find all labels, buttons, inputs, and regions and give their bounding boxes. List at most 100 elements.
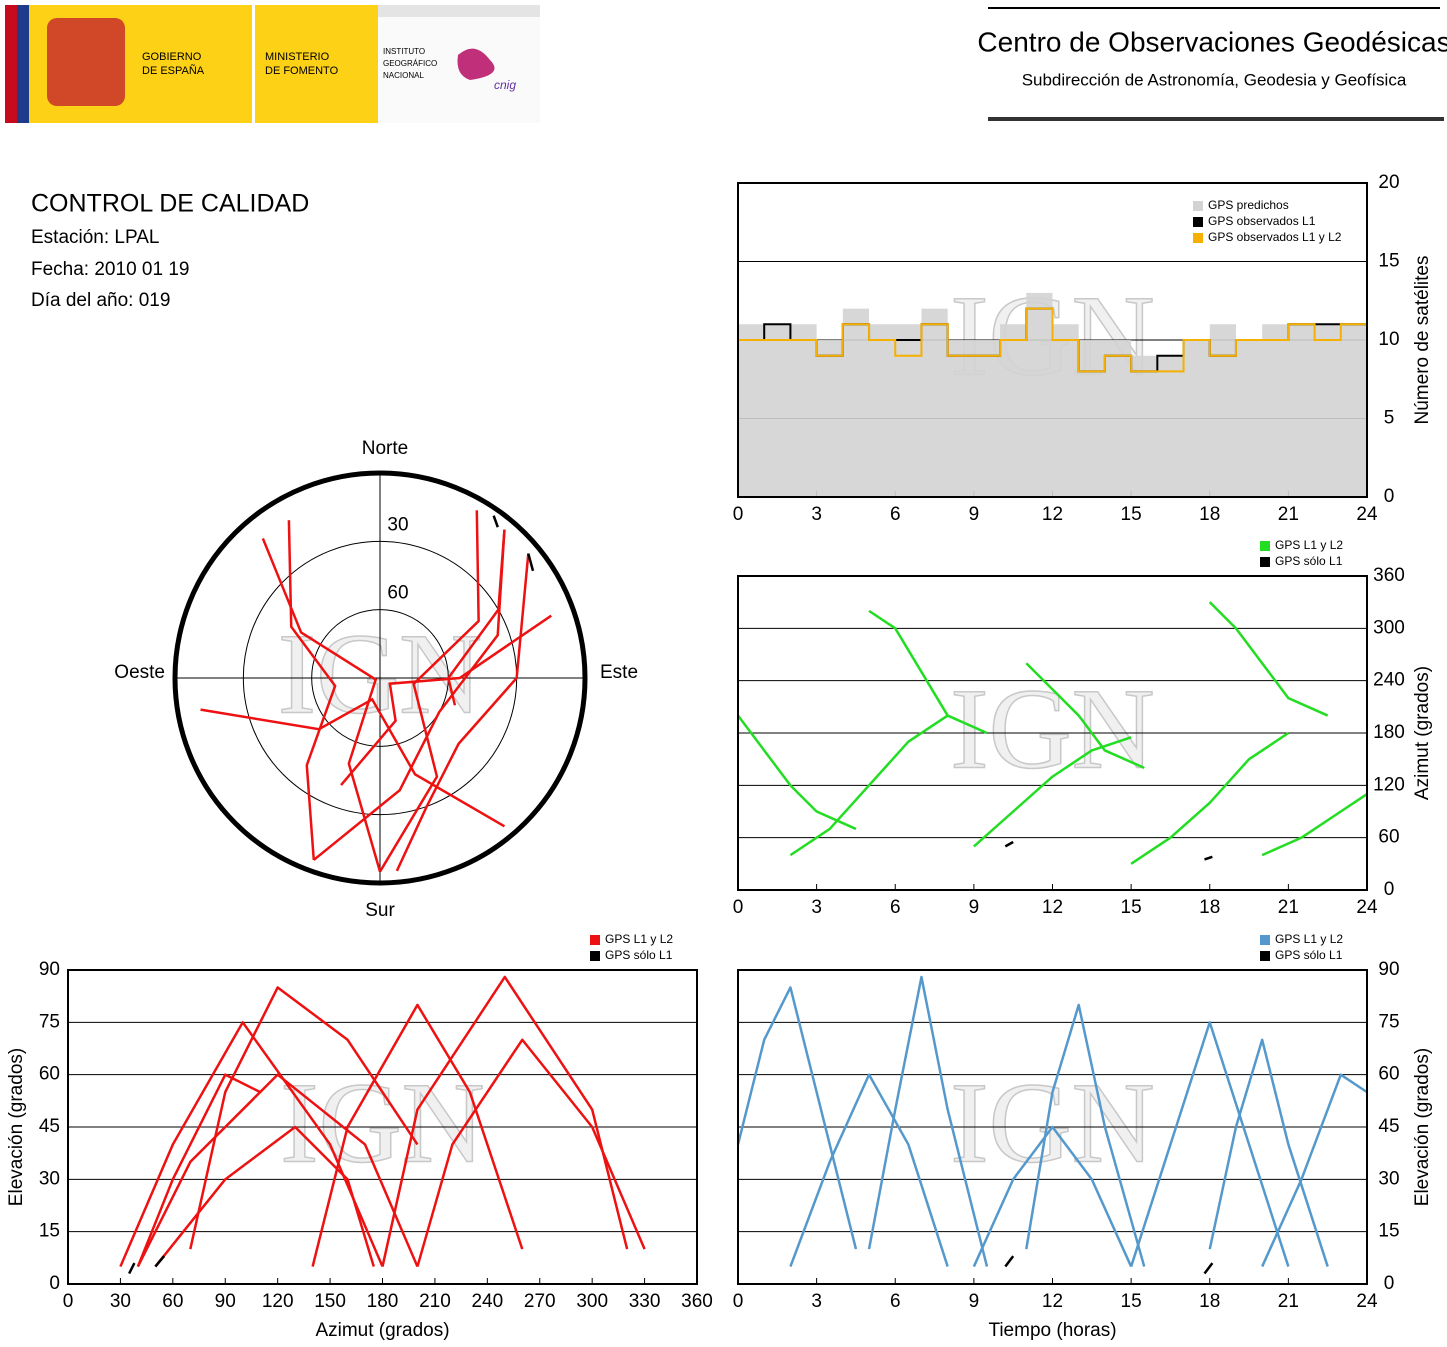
satellite-track xyxy=(395,553,530,872)
x-tick-label: 240 xyxy=(471,1291,503,1312)
legend-label: GPS observados L1 xyxy=(1208,214,1316,228)
y-tick-label: 5 xyxy=(1384,408,1395,429)
legend-swatch xyxy=(1260,935,1270,945)
x-tick-label: 90 xyxy=(215,1291,236,1312)
logo-text: GOBIERNO xyxy=(142,51,202,63)
y-tick-label: 0 xyxy=(1384,879,1395,900)
legend-swatch xyxy=(590,951,600,961)
header: GOBIERNO DE ESPAÑA MINISTERIO DE FOMENTO… xyxy=(5,5,1447,123)
logo-text: NACIONAL xyxy=(383,71,424,80)
legend-label: GPS L1 y L2 xyxy=(1275,538,1343,552)
watermark: IGN xyxy=(280,1059,484,1186)
satellite-track xyxy=(261,537,382,872)
ign-logo-band xyxy=(378,5,540,17)
coat-of-arms xyxy=(47,18,125,106)
satellite-track xyxy=(1004,840,1014,848)
legend-swatch xyxy=(1260,541,1270,551)
y-tick-label: 240 xyxy=(1373,670,1405,691)
watermark: IGN xyxy=(950,665,1154,792)
satellite-track xyxy=(1203,1262,1214,1275)
y-tick-label: 15 xyxy=(1378,1221,1399,1242)
x-tick-label: 0 xyxy=(733,897,744,918)
satellite-track xyxy=(340,614,552,786)
x-tick-label: 3 xyxy=(811,1291,822,1312)
y-tick-label: 0 xyxy=(1384,1273,1395,1294)
y-tick-label: 90 xyxy=(39,959,60,980)
legend-swatch xyxy=(1193,233,1203,243)
satellite-track xyxy=(867,975,989,1267)
cardinal-label: Oeste xyxy=(114,662,165,683)
legend-swatch xyxy=(1193,217,1203,227)
x-tick-label: 15 xyxy=(1121,1291,1142,1312)
plot-frame xyxy=(67,969,698,1285)
x-tick-label: 6 xyxy=(890,504,901,525)
satellite-track xyxy=(972,1125,1133,1268)
y-tick-label: 45 xyxy=(39,1116,60,1137)
satellite-track xyxy=(136,1073,419,1268)
plot-frame xyxy=(737,969,1368,1285)
y-tick-label: 45 xyxy=(1378,1116,1399,1137)
x-tick-label: 21 xyxy=(1278,1291,1299,1312)
logo-text: INSTITUTO xyxy=(383,47,425,56)
x-tick-label: 0 xyxy=(63,1291,74,1312)
info-line: Estación: LPAL xyxy=(31,227,160,248)
satellite-track xyxy=(200,697,506,828)
cardinal-label: Sur xyxy=(365,900,395,921)
y-axis-label: Elevación (grados) xyxy=(1412,1048,1433,1206)
x-tick-label: 6 xyxy=(890,897,901,918)
satellite-track xyxy=(868,609,988,735)
x-tick-label: 18 xyxy=(1199,1291,1220,1312)
x-tick-label: 120 xyxy=(262,1291,294,1312)
y-tick-label: 0 xyxy=(1384,486,1395,507)
y-tick-label: 75 xyxy=(39,1011,60,1032)
cardinal-label: Norte xyxy=(362,438,408,459)
logo-text: DE ESPAÑA xyxy=(142,64,205,77)
satellite-track xyxy=(136,1073,261,1268)
x-axis-label: Azimut (grados) xyxy=(315,1320,449,1341)
satellite-track xyxy=(492,515,499,528)
x-tick-label: 18 xyxy=(1199,504,1220,525)
x-tick-label: 3 xyxy=(811,897,822,918)
satellite-track xyxy=(446,529,506,706)
separator xyxy=(252,5,255,123)
satellite-track xyxy=(1208,1038,1329,1267)
legend-swatch xyxy=(1260,557,1270,567)
y-tick-label: 60 xyxy=(39,1064,60,1085)
x-tick-label: 24 xyxy=(1356,504,1378,525)
x-tick-label: 30 xyxy=(110,1291,131,1312)
satellite-track xyxy=(119,1021,384,1268)
x-tick-label: 24 xyxy=(1356,897,1378,918)
x-tick-label: 6 xyxy=(890,1291,901,1312)
x-tick-label: 15 xyxy=(1121,504,1142,525)
satellite-track xyxy=(189,986,419,1250)
x-tick-label: 60 xyxy=(162,1291,183,1312)
y-axis-label: Azimut (grados) xyxy=(1412,666,1433,800)
satellite-track xyxy=(789,714,949,857)
satellite-track xyxy=(1004,1255,1015,1268)
header-subtitle: Subdirección de Astronomía, Geodesia y G… xyxy=(1022,70,1407,89)
x-tick-label: 3 xyxy=(811,504,822,525)
satellite-track xyxy=(416,1038,646,1267)
ring-label: 30 xyxy=(387,514,408,535)
legend-swatch xyxy=(1193,201,1203,211)
legend-label: GPS L1 y L2 xyxy=(1275,932,1343,946)
satellite-track xyxy=(1025,1003,1146,1267)
cnig-logo xyxy=(457,48,495,80)
satellite-track xyxy=(1025,662,1145,770)
y-tick-label: 20 xyxy=(1378,172,1399,193)
x-tick-label: 180 xyxy=(367,1291,399,1312)
satellite-track xyxy=(1129,1021,1290,1267)
x-tick-label: 300 xyxy=(576,1291,608,1312)
x-tick-label: 12 xyxy=(1042,504,1063,525)
x-tick-label: 15 xyxy=(1121,897,1142,918)
y-tick-label: 120 xyxy=(1373,774,1405,795)
y-tick-label: 0 xyxy=(49,1273,60,1294)
legend-swatch xyxy=(1260,951,1270,961)
y-tick-label: 360 xyxy=(1373,565,1405,586)
info-line: Fecha: 2010 01 19 xyxy=(31,259,189,280)
satellite-track xyxy=(789,1073,949,1267)
y-tick-label: 15 xyxy=(1378,251,1399,272)
cardinal-label: Este xyxy=(600,662,638,683)
